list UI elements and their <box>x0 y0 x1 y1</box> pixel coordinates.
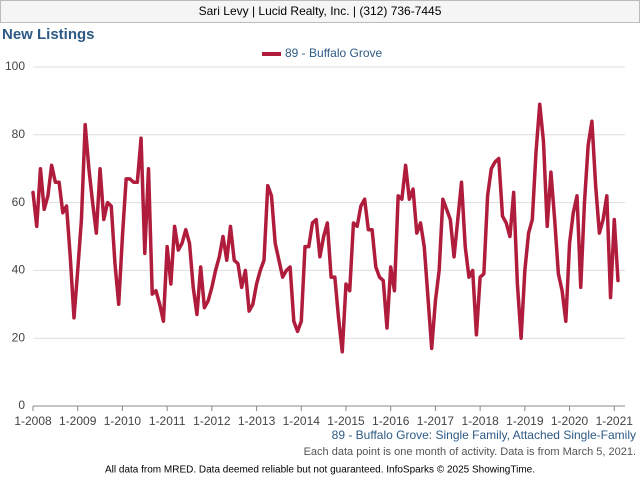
x-tick-label: 1-2020 <box>551 414 589 428</box>
caption: 89 - Buffalo Grove: Single Family, Attac… <box>332 428 636 442</box>
x-tick-label: 1-2018 <box>461 414 499 428</box>
x-tick-label: 1-2008 <box>14 414 52 428</box>
legend-label: 89 - Buffalo Grove <box>285 46 382 60</box>
chart-title: New Listings <box>2 26 95 43</box>
y-tick-label: 40 <box>12 263 26 277</box>
x-tick-label: 1-2019 <box>506 414 544 428</box>
data-line <box>31 102 620 354</box>
x-tick-label: 1-2016 <box>372 414 410 428</box>
x-tick-label: 1-2014 <box>283 414 321 428</box>
y-tick-label: 20 <box>12 330 26 344</box>
x-tick-label: 1-2015 <box>327 414 365 428</box>
footer: All data from MRED. Data deemed reliable… <box>105 465 535 476</box>
x-tick-label: 1-2017 <box>417 414 455 428</box>
header-text: Sari Levy | Lucid Realty, Inc. | (312) 7… <box>199 4 442 18</box>
x-tick-label: 1-2013 <box>238 414 276 428</box>
x-tick-label: 1-2009 <box>59 414 97 428</box>
y-tick-label: 0 <box>18 398 25 412</box>
x-tick-label: 1-2021 <box>596 414 634 428</box>
y-tick-label: 100 <box>5 59 25 73</box>
y-tick-label: 60 <box>12 195 26 209</box>
x-tick-label: 1-2011 <box>149 414 186 428</box>
y-tick-label: 80 <box>12 127 26 141</box>
x-tick-label: 1-2012 <box>193 414 231 428</box>
note: Each data point is one month of activity… <box>304 446 636 458</box>
x-tick-label: 1-2010 <box>104 414 142 428</box>
